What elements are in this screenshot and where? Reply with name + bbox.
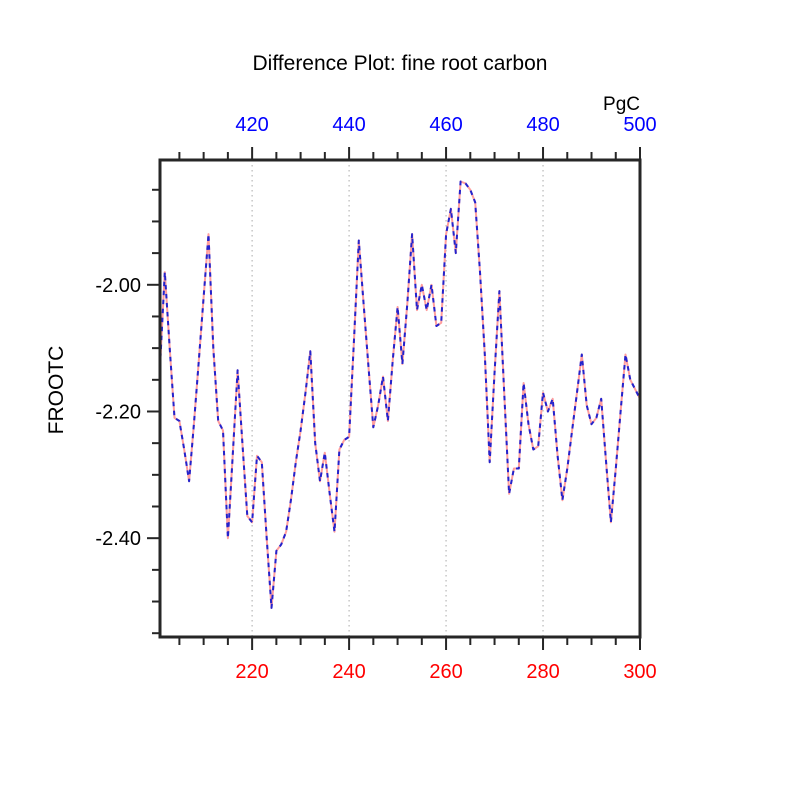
x-tick-label: 240 (332, 661, 365, 683)
top-tick-label: 420 (235, 114, 268, 136)
y-tick-label: -2.00 (95, 275, 141, 297)
top-axis-unit-label: PgC (603, 94, 640, 115)
x-tick-label: 280 (526, 661, 559, 683)
x-tick-label: 220 (235, 661, 268, 683)
chart-title: Difference Plot: fine root carbon (252, 52, 548, 75)
top-tick-label: 440 (332, 114, 365, 136)
difference-line-case-2-dashed (159, 180, 641, 609)
y-tick-label: -2.40 (95, 528, 141, 550)
top-tick-label: 480 (526, 114, 559, 136)
y-tick-label: -2.20 (95, 401, 141, 423)
x-tick-label: 300 (623, 661, 656, 683)
plot-frame (158, 158, 642, 639)
difference-line-case-1-solid (159, 180, 641, 609)
top-tick-label: 460 (429, 114, 462, 136)
top-tick-label: 500 (623, 114, 656, 136)
x-tick-label: 260 (429, 661, 462, 683)
